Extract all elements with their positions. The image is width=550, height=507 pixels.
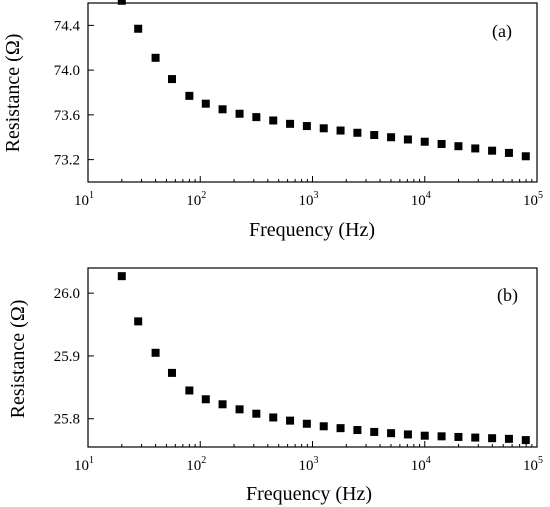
x-tick-label-b: 103	[299, 455, 319, 474]
data-point-a	[370, 131, 379, 140]
y-tick-label-b: 25.9	[54, 349, 80, 365]
data-point-b	[201, 395, 210, 404]
data-point-b	[471, 433, 480, 442]
data-point-a	[185, 91, 194, 100]
data-point-b	[370, 427, 379, 436]
data-point-b	[117, 272, 126, 281]
x-tick-label-b: 104	[411, 455, 431, 474]
y-tick-label-a: 74.0	[54, 63, 80, 79]
x-tick-label-a: 102	[186, 190, 206, 209]
plot-frame-a	[87, 2, 538, 183]
data-point-b	[151, 348, 160, 357]
data-point-b	[336, 424, 345, 433]
data-point-a	[252, 113, 261, 122]
data-point-a	[319, 124, 328, 133]
data-point-b	[504, 434, 513, 443]
data-point-a	[269, 116, 278, 125]
x-tick-label-b: 101	[74, 455, 94, 474]
data-point-a	[504, 148, 513, 157]
data-point-b	[218, 400, 227, 409]
data-point-b	[420, 431, 429, 440]
data-point-a	[387, 133, 396, 142]
data-point-a	[201, 99, 210, 108]
x-tick-label-a: 103	[299, 190, 319, 209]
panel-label-b: (b)	[497, 285, 518, 306]
x-tick-label-a: 104	[411, 190, 431, 209]
ticks-a: 101 102 103 104 105 73.2 73.6 74.0 74.4	[54, 18, 543, 209]
data-point-a	[151, 53, 160, 62]
data-point-b	[319, 422, 328, 431]
data-point-a	[167, 75, 176, 84]
data-point-b	[454, 432, 463, 441]
x-tick-label-a: 101	[74, 190, 94, 209]
data-point-b	[387, 429, 396, 438]
data-point-b	[167, 368, 176, 377]
y-tick-label-a: 73.6	[54, 108, 81, 124]
panel-b: (b) Frequency (Hz) Resistance (Ω) 101 102…	[7, 267, 543, 505]
data-point-a	[488, 146, 497, 155]
x-axis-title-a: Frequency (Hz)	[249, 219, 375, 241]
data-point-a	[521, 152, 530, 161]
y-tick-label-b: 26.0	[54, 286, 80, 302]
y-tick-label-a: 74.4	[54, 18, 81, 34]
panel-label-a: (a)	[492, 21, 512, 42]
data-point-b	[185, 386, 194, 395]
data-point-b	[353, 426, 362, 435]
data-point-b	[269, 413, 278, 422]
ticks-b: 101 102 103 104 105 25.8 25.9 26.0	[54, 286, 543, 474]
markers-b	[117, 272, 530, 445]
data-point-b	[403, 430, 412, 439]
data-point-a	[134, 24, 143, 33]
data-point-a	[286, 119, 295, 128]
panel-a: (a) Frequency (Hz) Resistance (Ω) 101 102…	[2, 0, 543, 241]
data-point-a	[454, 142, 463, 151]
x-tick-label-b: 105	[523, 455, 543, 474]
data-point-a	[437, 139, 446, 148]
data-point-a	[235, 109, 244, 118]
plot-frame-b	[87, 267, 538, 448]
data-point-a	[403, 135, 412, 144]
data-point-b	[488, 434, 497, 443]
data-point-a	[336, 126, 345, 135]
y-axis-title-b: Resistance (Ω)	[7, 300, 29, 419]
data-point-b	[437, 432, 446, 441]
markers-a	[117, 0, 530, 161]
x-tick-label-a: 105	[523, 190, 543, 209]
data-point-a	[218, 105, 227, 114]
data-point-b	[302, 419, 311, 428]
data-point-a	[420, 137, 429, 146]
data-point-b	[235, 405, 244, 414]
y-axis-title-a: Resistance (Ω)	[2, 34, 24, 153]
data-point-a	[353, 128, 362, 137]
data-point-b	[252, 409, 261, 418]
data-point-a	[471, 144, 480, 153]
data-point-b	[521, 436, 530, 445]
y-tick-label-b: 25.8	[54, 412, 80, 428]
data-point-a	[117, 0, 126, 5]
x-tick-label-b: 102	[186, 455, 206, 474]
data-point-b	[134, 317, 143, 326]
data-point-a	[302, 122, 311, 131]
data-point-b	[286, 416, 295, 425]
x-axis-title-b: Frequency (Hz)	[246, 483, 372, 505]
y-tick-label-a: 73.2	[54, 153, 80, 169]
